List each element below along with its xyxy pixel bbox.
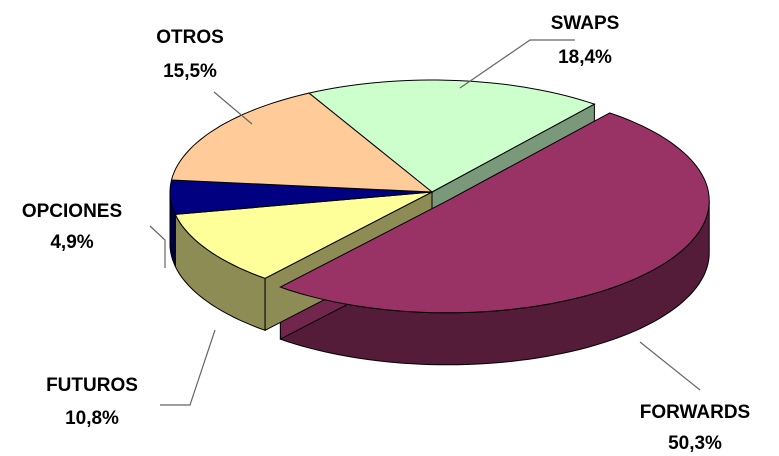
slice bbox=[307, 79, 596, 193]
leader-line bbox=[213, 91, 253, 125]
leader-line bbox=[639, 341, 701, 391]
slice-label: OPCIONES bbox=[22, 201, 122, 222]
slice-value: 15,5% bbox=[163, 61, 217, 82]
leader-line bbox=[149, 225, 166, 268]
slice bbox=[169, 179, 433, 215]
slice-label: SWAPS bbox=[551, 13, 620, 34]
slice-label: OTROS bbox=[156, 27, 224, 48]
slice bbox=[174, 191, 433, 279]
slice-value: 10,8% bbox=[65, 408, 119, 429]
slice-value: 50,3% bbox=[668, 433, 722, 454]
slice-label: FORWARDS bbox=[640, 402, 750, 423]
leader-line bbox=[160, 329, 216, 406]
pie bbox=[169, 79, 710, 366]
slice-label: FUTUROS bbox=[46, 375, 138, 396]
slice-value: 18,4% bbox=[558, 47, 612, 68]
slice-value: 4,9% bbox=[50, 232, 93, 253]
slice bbox=[279, 112, 710, 314]
leader-line bbox=[459, 39, 575, 89]
slice bbox=[170, 92, 434, 193]
